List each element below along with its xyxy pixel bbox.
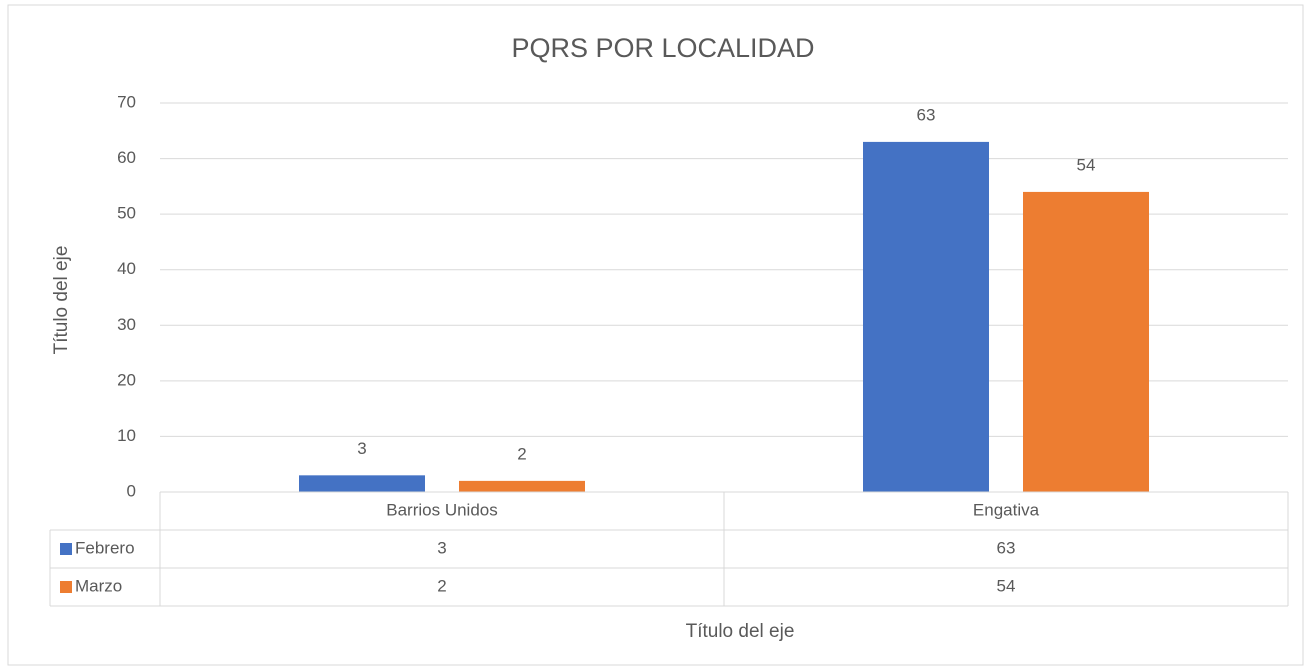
y-tick-label: 20 <box>117 370 136 389</box>
bar <box>1023 191 1149 492</box>
table-cell: 2 <box>437 576 446 595</box>
data-label: 63 <box>917 105 936 124</box>
chart-title: PQRS POR LOCALIDAD <box>511 33 814 63</box>
y-tick-label: 60 <box>117 148 136 167</box>
y-axis-title: Título del eje <box>51 246 72 355</box>
legend-label: Marzo <box>75 576 122 595</box>
y-tick-label: 0 <box>127 481 136 500</box>
bar <box>299 475 425 492</box>
table-cell: 54 <box>997 576 1016 595</box>
data-label: 2 <box>517 444 526 463</box>
bar <box>863 141 989 492</box>
x-tick-label: Barrios Unidos <box>386 500 498 519</box>
y-tick-label: 30 <box>117 315 136 334</box>
legend-swatch <box>60 581 72 593</box>
bar <box>459 480 585 492</box>
x-axis-title: Título del eje <box>686 621 795 642</box>
legend-label: Febrero <box>75 538 135 557</box>
data-label: 54 <box>1077 155 1096 174</box>
legend-swatch <box>60 543 72 555</box>
y-tick-label: 50 <box>117 204 136 223</box>
y-tick-label: 40 <box>117 259 136 278</box>
y-tick-label: 70 <box>117 92 136 111</box>
table-cell: 63 <box>997 538 1016 557</box>
data-label: 3 <box>357 439 366 458</box>
x-tick-label: Engativa <box>973 500 1040 519</box>
y-tick-label: 10 <box>117 426 136 445</box>
table-cell: 3 <box>437 538 446 557</box>
